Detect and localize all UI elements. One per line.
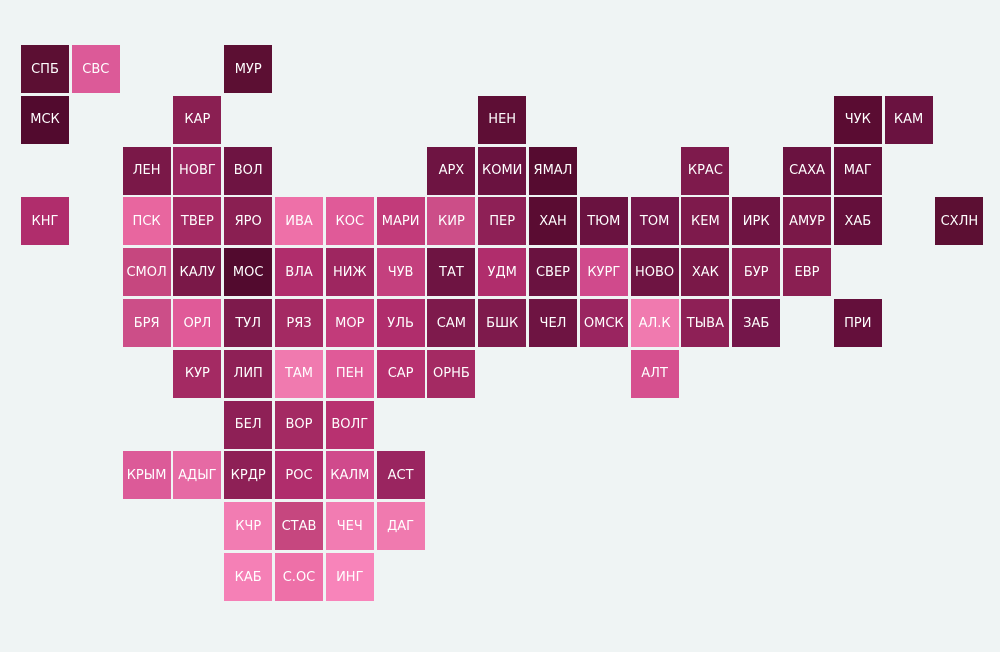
region-tile[interactable]: МОС — [224, 248, 273, 297]
region-tile[interactable]: КАЛМ — [325, 451, 374, 500]
region-tile[interactable]: ИРК — [732, 197, 781, 246]
region-tile[interactable]: ОРНБ — [427, 349, 476, 398]
region-tile[interactable]: ВОЛГ — [325, 400, 374, 449]
region-tile[interactable]: МАГ — [833, 146, 882, 195]
region-tile[interactable]: КУР — [173, 349, 222, 398]
region-tile[interactable]: ОМСК — [579, 299, 628, 347]
region-tile[interactable]: МУР — [224, 45, 273, 93]
region-tile[interactable]: ВОР — [275, 400, 323, 449]
region-tile[interactable]: БРЯ — [122, 299, 171, 347]
region-tile[interactable]: ХАН — [529, 197, 577, 246]
region-tile[interactable]: ИВА — [275, 197, 323, 246]
region-tile[interactable]: ЧЕЛ — [529, 299, 577, 347]
region-tile[interactable]: ВЛА — [275, 248, 323, 297]
region-tile[interactable]: КЕМ — [681, 197, 730, 246]
region-tile[interactable]: СПБ — [21, 45, 69, 93]
region-tile[interactable]: БШК — [478, 299, 527, 347]
region-tile[interactable]: ТЫВА — [681, 299, 730, 347]
region-tile[interactable]: СХЛН — [935, 197, 984, 246]
region-tile[interactable]: НИЖ — [325, 248, 374, 297]
region-tile[interactable]: ПСК — [122, 197, 171, 246]
region-tile[interactable]: КРЫМ — [122, 451, 171, 500]
region-tile[interactable]: НОВГ — [173, 146, 222, 195]
region-tile[interactable]: РЯЗ — [275, 299, 323, 347]
region-tile[interactable]: КАР — [173, 95, 222, 144]
region-tile[interactable]: ИНГ — [325, 553, 374, 601]
region-tile[interactable]: МОР — [325, 299, 374, 347]
region-tile[interactable]: УЛЬ — [376, 299, 425, 347]
region-tile[interactable]: ТВЕР — [173, 197, 222, 246]
region-tile[interactable]: СВС — [71, 45, 120, 93]
region-tile[interactable]: АЛТ — [630, 349, 679, 398]
region-tile[interactable]: МСК — [21, 95, 69, 144]
region-tile[interactable]: САМ — [427, 299, 476, 347]
region-tile[interactable]: ТАТ — [427, 248, 476, 297]
region-tile[interactable]: АДЫГ — [173, 451, 222, 500]
region-tile[interactable]: ТОМ — [630, 197, 679, 246]
region-tile[interactable]: КОМИ — [478, 146, 527, 195]
region-tile[interactable]: АЛ.К — [630, 299, 679, 347]
region-tile[interactable]: САХА — [783, 146, 831, 195]
region-tile[interactable]: ЧЕЧ — [325, 502, 374, 551]
region-tile[interactable]: АРХ — [427, 146, 476, 195]
region-tile[interactable]: ХАК — [681, 248, 730, 297]
region-tile[interactable]: РОС — [275, 451, 323, 500]
region-tile[interactable]: ПЕР — [478, 197, 527, 246]
region-tile[interactable]: БЕЛ — [224, 400, 273, 449]
region-tile[interactable]: УДМ — [478, 248, 527, 297]
region-tile[interactable]: ОРЛ — [173, 299, 222, 347]
region-tile[interactable]: НЕН — [478, 95, 527, 144]
region-tile[interactable]: СМОЛ — [122, 248, 171, 297]
region-tile[interactable]: КРАС — [681, 146, 730, 195]
region-tile[interactable]: САР — [376, 349, 425, 398]
region-tile[interactable]: КАЛУ — [173, 248, 222, 297]
region-tile[interactable]: ВОЛ — [224, 146, 273, 195]
region-tile[interactable]: С.ОС — [275, 553, 323, 601]
region-tile[interactable]: ЧУВ — [376, 248, 425, 297]
region-tile[interactable]: КЧР — [224, 502, 273, 551]
region-tile[interactable]: ЯМАЛ — [529, 146, 577, 195]
region-tile[interactable]: КУРГ — [579, 248, 628, 297]
region-tile[interactable]: ТАМ — [275, 349, 323, 398]
region-tile[interactable]: ПЕН — [325, 349, 374, 398]
region-tile[interactable]: КАМ — [884, 95, 933, 144]
region-tile[interactable]: НОВО — [630, 248, 679, 297]
region-tile[interactable]: ЛЕН — [122, 146, 171, 195]
region-tile[interactable]: СВЕР — [529, 248, 577, 297]
region-tile[interactable]: КИР — [427, 197, 476, 246]
region-tile[interactable]: БУР — [732, 248, 781, 297]
region-tile[interactable]: ДАГ — [376, 502, 425, 551]
region-tile[interactable]: КАБ — [224, 553, 273, 601]
region-tile[interactable]: ХАБ — [833, 197, 882, 246]
region-tile[interactable]: ТУЛ — [224, 299, 273, 347]
region-tile[interactable]: ЧУК — [833, 95, 882, 144]
region-tile[interactable]: КНГ — [21, 197, 69, 246]
region-tile[interactable]: КОС — [325, 197, 374, 246]
region-tile[interactable]: КРДР — [224, 451, 273, 500]
region-tile[interactable]: СТАВ — [275, 502, 323, 551]
region-tile[interactable]: ЯРО — [224, 197, 273, 246]
region-tile[interactable]: МАРИ — [376, 197, 425, 246]
region-tile[interactable]: ТЮМ — [579, 197, 628, 246]
region-tile[interactable]: ЛИП — [224, 349, 273, 398]
region-tile[interactable]: ПРИ — [833, 299, 882, 347]
region-tile[interactable]: ЕВР — [783, 248, 831, 297]
region-tile[interactable]: АМУР — [783, 197, 831, 246]
region-tile[interactable]: АСТ — [376, 451, 425, 500]
region-tile[interactable]: ЗАБ — [732, 299, 781, 347]
